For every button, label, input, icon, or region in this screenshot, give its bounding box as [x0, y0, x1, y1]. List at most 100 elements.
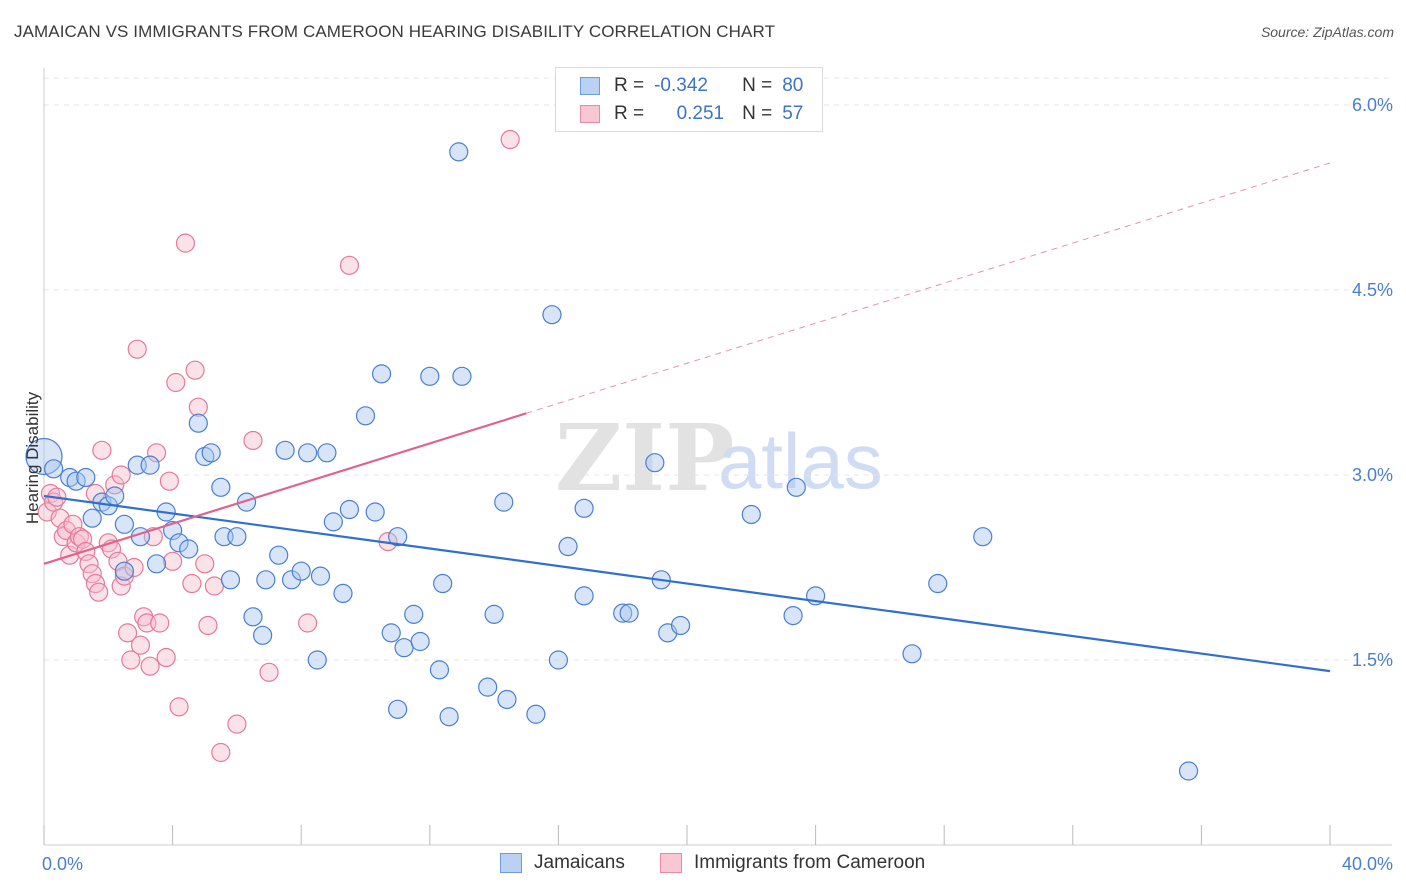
jamaican-point-59	[526, 704, 546, 724]
cameroon-point-28	[130, 635, 151, 655]
jamaican-point-79	[388, 527, 408, 547]
legend-r-value: -0.342	[654, 75, 708, 96]
jamaican-point-24	[220, 570, 241, 590]
jamaican-point-56	[484, 604, 504, 624]
jamaican-point-22	[211, 477, 231, 497]
legend-row-jamaicans: R = -0.342 N = 80	[580, 73, 803, 99]
jamaican-point-57	[494, 492, 514, 512]
jamaican-point-25	[227, 527, 247, 547]
cameroon-point-49	[259, 662, 279, 682]
jamaican-point-21	[201, 443, 221, 463]
jamaican-point-44	[381, 623, 401, 643]
jamaican-point-61	[548, 650, 569, 670]
cameroon-point-53	[500, 129, 520, 150]
grid	[44, 77, 1392, 661]
cameroon-point-34	[150, 613, 170, 633]
jamaican-point-14	[146, 554, 167, 574]
cameroon-point-26	[124, 557, 144, 578]
jamaican-point-52	[439, 707, 459, 727]
jamaican-point-51	[433, 573, 453, 594]
source-label: Source: ZipAtlas.com	[1260, 24, 1394, 40]
legend-swatch-blue	[580, 77, 600, 95]
jamaican-point-8	[105, 486, 125, 506]
jamaican-point-34	[298, 443, 318, 463]
jamaican-point-50	[429, 660, 450, 680]
cameroon-point-33	[146, 443, 167, 463]
cameroon-point-43	[195, 554, 215, 574]
cameroon-point-16	[89, 582, 109, 602]
jamaican-point-35	[307, 650, 327, 670]
cameroon-point-42	[188, 397, 208, 417]
jamaican-point-62	[558, 536, 578, 557]
jamaican-point-1	[44, 459, 64, 479]
jamaican-point-63	[574, 586, 594, 606]
jamaican-point-38	[323, 512, 343, 532]
jamaican-point-60	[542, 305, 562, 325]
cameroon-point-25	[121, 650, 141, 670]
cameroon-point-20	[105, 475, 125, 495]
jamaican-point-28	[253, 625, 273, 645]
cameroon-point-41	[185, 360, 205, 380]
x-tick-label-0: 0.0%	[42, 854, 83, 874]
cameroon-point-44	[198, 615, 218, 636]
cameroon-point-39	[175, 233, 196, 253]
cameroon-point-55	[159, 471, 179, 491]
jamaican-point-58	[497, 689, 517, 710]
cameroon-points	[37, 129, 520, 763]
jamaican-point-78	[645, 453, 665, 473]
cameroon-point-35	[156, 647, 176, 668]
jamaican-point-55	[478, 677, 498, 697]
jamaican-point-43	[371, 364, 392, 384]
cameroon-point-36	[163, 551, 183, 571]
jamaican-point-18	[179, 539, 199, 559]
watermark-zip: ZIP	[555, 404, 734, 512]
y-tick-label-0: 1.5%	[1352, 650, 1393, 670]
jamaican-point-37	[317, 443, 337, 463]
jamaican-point-39	[333, 583, 353, 604]
jamaican-point-36	[310, 566, 331, 586]
jamaican-points	[25, 142, 1199, 781]
y-tick-label-3: 6.0%	[1352, 95, 1393, 115]
y-tick-label-1: 3.0%	[1352, 465, 1393, 485]
jamaican-point-31	[275, 440, 295, 460]
legend-swatch-pink	[660, 853, 682, 873]
jamaican-point-26	[236, 492, 257, 512]
jamaican-point-70	[741, 504, 761, 525]
trend-lines	[43, 162, 1331, 673]
cameroon-point-45	[204, 576, 224, 596]
cameroon-point-37	[166, 372, 186, 393]
cameroon-point-27	[127, 339, 147, 359]
jamaican-point-42	[365, 502, 385, 522]
jamaican-point-46	[394, 638, 414, 658]
jamaican-point-29	[256, 570, 276, 590]
legend-r-label: R =	[614, 103, 645, 124]
jamaican-point-3	[66, 471, 86, 491]
jamaican-point-30	[269, 545, 289, 565]
axes	[43, 68, 1392, 846]
cameroon-point-51	[339, 255, 360, 275]
jamaican-point-65	[613, 603, 633, 623]
jamaican-point-41	[355, 406, 376, 426]
legend-r-label: R =	[614, 75, 645, 96]
jamaican-point-54	[452, 366, 472, 386]
legend-n-value: 57	[782, 103, 804, 124]
cameroon-point-24	[117, 623, 138, 643]
jamaican-point-74	[902, 644, 922, 664]
cameroon-point-54	[111, 465, 131, 485]
cameroon-trend-line	[43, 412, 527, 565]
cameroon-point-47	[227, 714, 247, 734]
legend-label-cameroon: Immigrants from Cameroon	[694, 852, 926, 873]
jamaican-point-71	[783, 605, 803, 626]
legend-n-label: N =	[742, 75, 773, 96]
jamaican-point-72	[786, 477, 806, 497]
jamaican-point-4	[76, 467, 96, 488]
watermark: ZIP atlas	[555, 404, 883, 512]
y-tick-labels: 1.5% 3.0% 4.5% 6.0%	[1352, 95, 1393, 670]
jamaican-point-76	[973, 527, 993, 547]
chart-title: JAMAICAN VS IMMIGRANTS FROM CAMEROON HEA…	[14, 22, 776, 41]
jamaican-point-47	[404, 604, 424, 624]
jamaican-point-40	[339, 499, 360, 520]
cameroon-point-38	[169, 697, 189, 717]
jamaican-point-9	[114, 514, 134, 534]
